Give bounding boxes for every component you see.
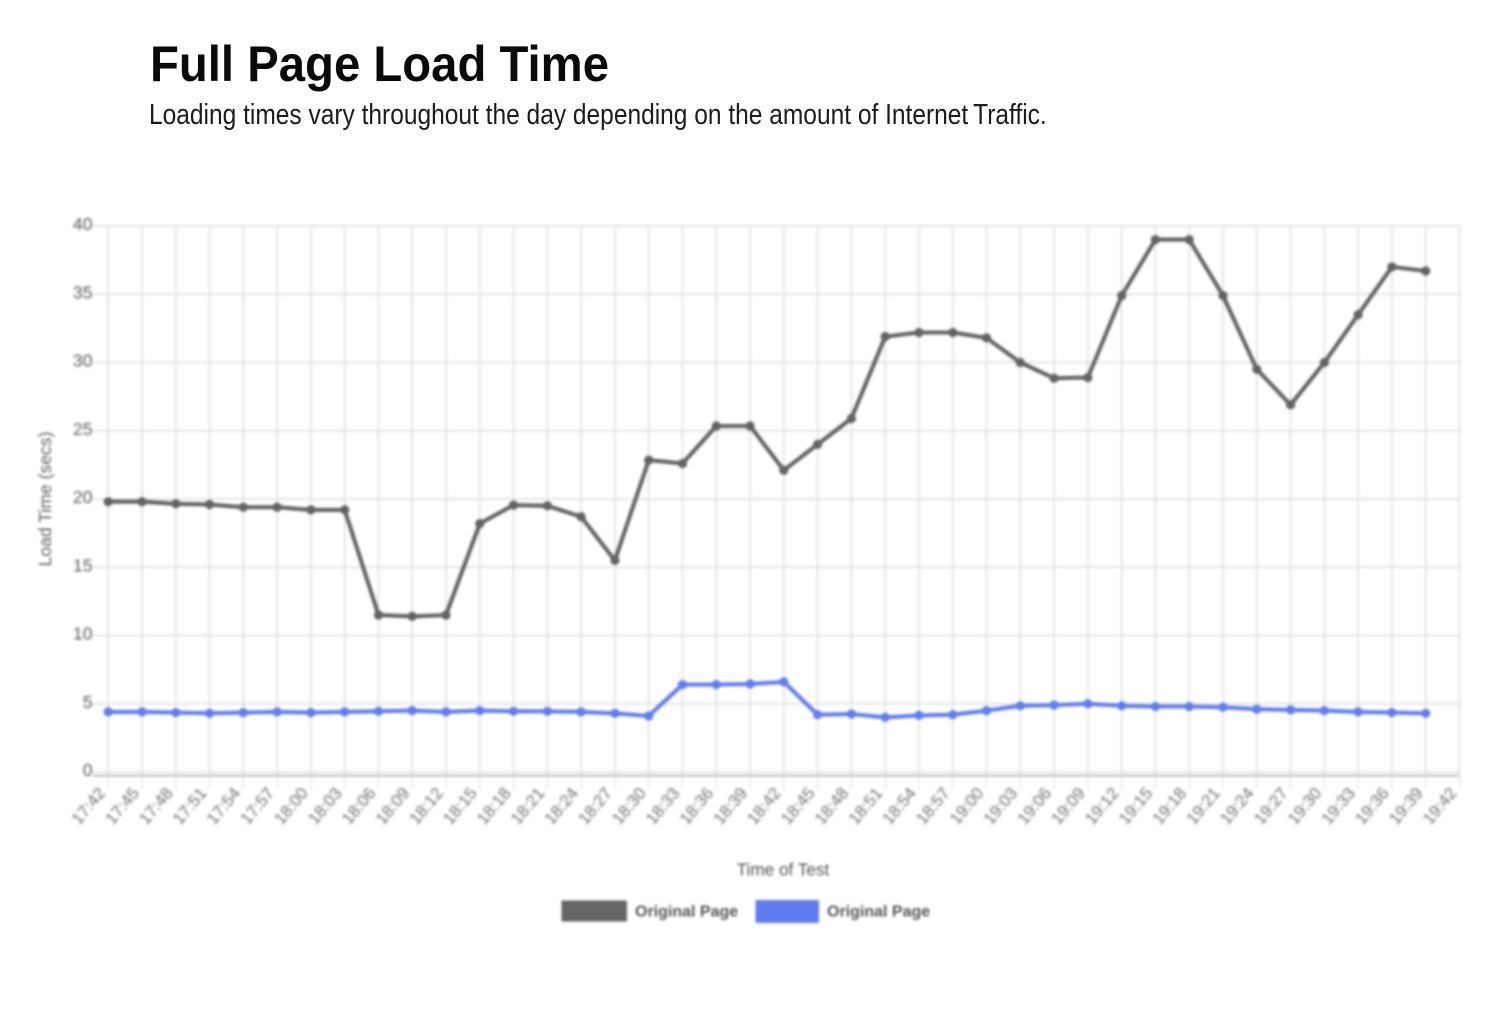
svg-text:18:30: 18:30 [608, 784, 650, 828]
svg-text:35: 35 [73, 282, 93, 302]
svg-text:19:24: 19:24 [1216, 784, 1258, 828]
svg-text:0: 0 [83, 760, 93, 780]
svg-text:19:39: 19:39 [1385, 784, 1427, 828]
svg-text:40: 40 [73, 214, 93, 234]
svg-text:18:54: 18:54 [879, 784, 921, 828]
svg-text:Original Page: Original Page [827, 904, 930, 921]
svg-text:18:57: 18:57 [912, 784, 954, 828]
svg-text:19:21: 19:21 [1183, 784, 1225, 828]
svg-text:18:21: 18:21 [507, 784, 549, 828]
svg-text:18:39: 18:39 [710, 784, 752, 828]
svg-text:18:00: 18:00 [270, 784, 312, 828]
svg-text:20: 20 [73, 487, 93, 507]
svg-text:19:27: 19:27 [1250, 784, 1292, 828]
svg-text:18:51: 18:51 [845, 784, 887, 828]
svg-text:19:06: 19:06 [1014, 784, 1056, 828]
svg-text:18:12: 18:12 [406, 784, 448, 828]
svg-text:Time of Test: Time of Test [737, 860, 830, 880]
svg-text:17:51: 17:51 [169, 784, 211, 828]
svg-text:18:09: 18:09 [372, 784, 414, 828]
svg-text:19:30: 19:30 [1284, 784, 1326, 828]
svg-text:25: 25 [73, 419, 93, 439]
svg-text:18:24: 18:24 [541, 784, 583, 828]
svg-text:17:42: 17:42 [68, 784, 110, 828]
svg-text:19:00: 19:00 [946, 784, 988, 828]
svg-text:19:18: 19:18 [1149, 784, 1191, 828]
svg-text:18:33: 18:33 [642, 784, 684, 828]
svg-text:Original Page: Original Page [635, 904, 738, 921]
svg-text:18:06: 18:06 [338, 784, 380, 828]
svg-text:19:03: 19:03 [980, 784, 1022, 828]
svg-text:18:45: 18:45 [777, 784, 819, 828]
svg-text:5: 5 [83, 692, 93, 712]
svg-text:30: 30 [73, 351, 93, 371]
svg-text:18:18: 18:18 [473, 784, 515, 828]
svg-text:17:45: 17:45 [102, 784, 144, 828]
svg-text:18:48: 18:48 [811, 784, 853, 828]
svg-text:19:15: 19:15 [1115, 784, 1157, 828]
svg-text:17:57: 17:57 [237, 784, 279, 828]
svg-text:15: 15 [73, 556, 93, 576]
svg-text:19:09: 19:09 [1047, 784, 1089, 828]
svg-text:18:36: 18:36 [676, 784, 718, 828]
svg-text:Load Time (secs): Load Time (secs) [35, 432, 55, 567]
svg-text:18:15: 18:15 [439, 784, 481, 828]
svg-text:19:12: 19:12 [1081, 784, 1123, 828]
svg-text:19:42: 19:42 [1419, 784, 1461, 828]
svg-text:18:27: 18:27 [574, 784, 616, 828]
svg-text:18:42: 18:42 [743, 784, 785, 828]
svg-text:19:36: 19:36 [1351, 784, 1393, 828]
svg-text:17:48: 17:48 [135, 784, 177, 828]
svg-text:18:03: 18:03 [304, 784, 346, 828]
svg-text:17:54: 17:54 [203, 784, 245, 828]
svg-text:10: 10 [73, 624, 93, 644]
svg-text:19:33: 19:33 [1318, 784, 1360, 828]
